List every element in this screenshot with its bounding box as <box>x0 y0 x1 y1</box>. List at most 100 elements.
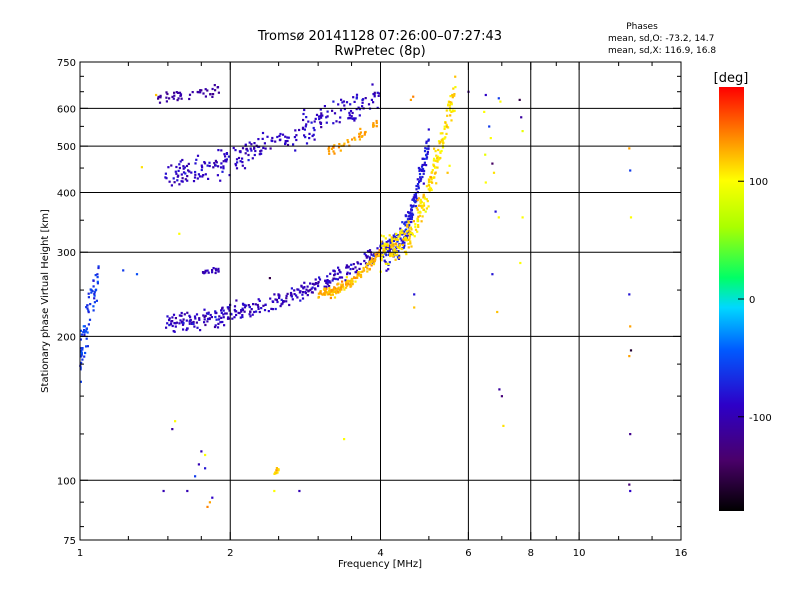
data-point <box>311 134 314 138</box>
data-point <box>419 198 422 201</box>
data-point <box>371 261 374 264</box>
data-point <box>398 256 401 259</box>
data-point <box>343 142 346 145</box>
data-point <box>241 161 244 164</box>
data-point <box>334 277 338 281</box>
data-point <box>221 170 224 173</box>
data-point <box>338 268 341 272</box>
data-point <box>299 290 302 293</box>
data-point <box>176 179 179 182</box>
data-point <box>298 291 301 294</box>
data-point <box>177 169 180 172</box>
data-point <box>410 228 413 231</box>
data-point <box>90 291 93 294</box>
data-point <box>492 171 496 174</box>
data-point <box>181 177 184 180</box>
data-point <box>140 166 143 169</box>
data-point <box>303 134 306 137</box>
data-point <box>431 171 434 174</box>
data-point <box>182 165 185 168</box>
data-point <box>438 142 441 145</box>
data-point <box>233 308 236 312</box>
x-axis-label: Frequency [MHz] <box>338 559 422 570</box>
data-point <box>354 280 357 283</box>
data-point <box>276 300 279 304</box>
data-point <box>333 296 337 299</box>
x-tick-label: 10 <box>573 548 586 559</box>
data-point <box>427 147 430 150</box>
data-point <box>168 317 171 320</box>
data-point <box>295 134 298 137</box>
data-point <box>235 158 239 161</box>
data-point <box>358 138 361 141</box>
data-point <box>174 317 177 320</box>
data-point <box>382 235 385 238</box>
data-point <box>196 326 199 329</box>
data-point <box>418 179 421 182</box>
data-point <box>79 347 82 350</box>
data-point <box>263 309 267 312</box>
data-point <box>355 97 358 100</box>
data-point <box>328 280 331 283</box>
data-point <box>209 93 212 96</box>
data-point <box>97 265 100 268</box>
data-point <box>222 160 225 163</box>
data-point <box>502 424 505 427</box>
data-point <box>491 273 494 276</box>
data-point <box>220 311 223 314</box>
data-point <box>415 197 418 200</box>
data-point <box>404 224 407 227</box>
data-point <box>303 108 306 112</box>
data-point <box>384 237 387 240</box>
data-point <box>347 279 350 282</box>
data-point <box>181 320 184 323</box>
data-point <box>410 206 413 209</box>
data-point <box>366 267 369 270</box>
data-point <box>420 205 423 208</box>
data-point <box>182 171 186 174</box>
data-point <box>375 121 378 125</box>
data-point <box>186 489 189 493</box>
data-point <box>408 226 412 229</box>
data-point <box>316 282 320 285</box>
data-point <box>360 135 363 138</box>
y-tick-label: 500 <box>57 142 76 153</box>
data-point <box>418 181 421 184</box>
data-point <box>81 347 84 350</box>
data-point <box>81 348 84 351</box>
data-point <box>404 237 408 240</box>
data-point <box>346 273 349 276</box>
data-point <box>384 262 388 265</box>
data-point <box>425 147 429 150</box>
data-point <box>417 204 421 207</box>
data-point <box>445 109 448 112</box>
data-point <box>370 98 373 101</box>
data-point <box>629 489 632 493</box>
data-point <box>94 289 97 292</box>
data-point <box>249 310 252 313</box>
data-point <box>215 161 218 164</box>
data-point <box>339 109 343 112</box>
data-point <box>407 220 410 223</box>
data-point <box>243 167 247 170</box>
data-point <box>253 310 256 314</box>
data-point <box>96 273 99 276</box>
data-point <box>381 242 384 245</box>
data-point <box>217 322 220 325</box>
data-point <box>84 330 88 333</box>
data-point <box>409 232 412 235</box>
data-point <box>354 276 357 280</box>
data-point <box>175 165 178 169</box>
data-point <box>252 303 255 306</box>
data-point <box>425 141 428 145</box>
data-point <box>325 281 328 284</box>
data-point <box>350 115 353 118</box>
data-point <box>450 110 453 113</box>
data-point <box>228 317 231 320</box>
data-point <box>170 184 173 187</box>
data-point <box>250 308 253 311</box>
data-point <box>408 217 411 220</box>
data-point <box>286 292 289 295</box>
data-point <box>489 137 492 140</box>
data-point <box>185 328 188 332</box>
